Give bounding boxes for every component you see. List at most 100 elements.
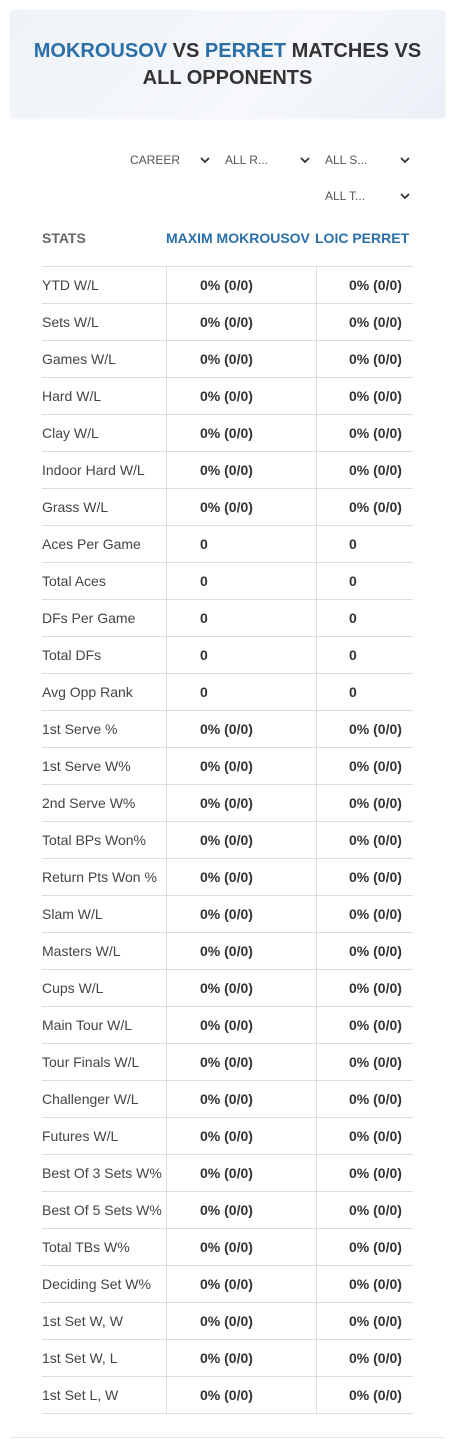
player2-value: 0	[316, 636, 413, 674]
stat-row: Total TBs W% 0% (0/0) 0% (0/0)	[42, 1228, 413, 1266]
player2-value: 0% (0/0)	[316, 1191, 413, 1229]
player2-value: 0% (0/0)	[316, 1080, 413, 1118]
stat-label: Tour Finals W/L	[42, 1043, 167, 1081]
player2-value: 0% (0/0)	[316, 858, 413, 896]
player1-value: 0% (0/0)	[166, 1376, 317, 1414]
stat-row: Grass W/L 0% (0/0) 0% (0/0)	[42, 488, 413, 526]
stats-table: YTD W/L 0% (0/0) 0% (0/0) Sets W/L 0% (0/0) 0…	[42, 266, 413, 1414]
player1-value: 0% (0/0)	[166, 1154, 317, 1192]
filter[interactable]: ALL R...	[225, 153, 268, 167]
stat-label: 1st Serve W%	[42, 747, 167, 785]
player2[interactable]: PERRET	[204, 40, 287, 62]
player2-value: 0% (0/0)	[316, 1006, 413, 1044]
player2-value: 0% (0/0)	[316, 414, 413, 452]
stat-row: Avg Opp Rank 0 0	[42, 673, 413, 711]
stat-label: Best Of 5 Sets W%	[42, 1191, 167, 1229]
player1-value: 0% (0/0)	[166, 1043, 317, 1081]
player2-value: 0	[316, 525, 413, 563]
stat-label: 2nd Serve W%	[42, 784, 167, 822]
player1-value: 0% (0/0)	[166, 747, 317, 785]
player1-value: 0% (0/0)	[166, 1228, 317, 1266]
stat-label: Cups W/L	[42, 969, 167, 1007]
player1-value: 0% (0/0)	[166, 1006, 317, 1044]
stat-label: Grass W/L	[42, 488, 167, 526]
player1-value: 0	[166, 636, 317, 674]
player1-value: 0% (0/0)	[166, 1265, 317, 1303]
stat-label: YTD W/L	[42, 266, 167, 304]
title: MOKROUSOV VS PERRET MATCHES VS ALL OPPON…	[28, 38, 428, 92]
stat-label: DFs Per Game	[42, 599, 167, 637]
stat-row: Masters W/L 0% (0/0) 0% (0/0)	[42, 932, 413, 970]
stat-row: Return Pts Won % 0% (0/0) 0% (0/0)	[42, 858, 413, 896]
stat-row: Tour Finals W/L 0% (0/0) 0% (0/0)	[42, 1043, 413, 1081]
player1-value: 0% (0/0)	[166, 1080, 317, 1118]
stat-row: Cups W/L 0% (0/0) 0% (0/0)	[42, 969, 413, 1007]
stat-row: Clay W/L 0% (0/0) 0% (0/0)	[42, 414, 413, 452]
filter[interactable]: ALL T...	[325, 189, 366, 203]
stat-row: 1st Set W, W 0% (0/0) 0% (0/0)	[42, 1302, 413, 1340]
stat-label: 1st Set W, L	[42, 1339, 167, 1377]
player2-value: 0	[316, 562, 413, 600]
column-header[interactable]: MAXIM MOKROUSOV	[166, 230, 310, 246]
stat-label: Sets W/L	[42, 303, 167, 341]
player1-value: 0% (0/0)	[166, 858, 317, 896]
stat-row: 1st Set W, L 0% (0/0) 0% (0/0)	[42, 1339, 413, 1377]
player2-value: 0% (0/0)	[316, 969, 413, 1007]
player1-value: 0% (0/0)	[166, 488, 317, 526]
player2-value: 0% (0/0)	[316, 821, 413, 859]
stat-row: Futures W/L 0% (0/0) 0% (0/0)	[42, 1117, 413, 1155]
player1-value: 0% (0/0)	[166, 266, 317, 304]
stat-row: 1st Set L, W 0% (0/0) 0% (0/0)	[42, 1376, 413, 1414]
player2-value: 0	[316, 599, 413, 637]
divider	[10, 1437, 445, 1438]
stat-row: Games W/L 0% (0/0) 0% (0/0)	[42, 340, 413, 378]
stat-label: Futures W/L	[42, 1117, 167, 1155]
stat-row: Challenger W/L 0% (0/0) 0% (0/0)	[42, 1080, 413, 1118]
stat-row: Total Aces 0 0	[42, 562, 413, 600]
player1-value: 0	[166, 562, 317, 600]
stat-label: Total DFs	[42, 636, 167, 674]
stat-row: Total BPs Won% 0% (0/0) 0% (0/0)	[42, 821, 413, 859]
stat-label: 1st Serve %	[42, 710, 167, 748]
column-header[interactable]: LOIC PERRET	[315, 230, 410, 246]
chevron	[400, 157, 410, 164]
player1-value: 0% (0/0)	[166, 303, 317, 341]
stat-row: YTD W/L 0% (0/0) 0% (0/0)	[42, 266, 413, 304]
title-suffix: MATCHES VS ALL OPPONENTS	[142, 40, 422, 89]
player1-value: 0% (0/0)	[166, 710, 317, 748]
player1-value: 0% (0/0)	[166, 1117, 317, 1155]
filter[interactable]: ALL S...	[325, 153, 368, 167]
player2-value: 0% (0/0)	[316, 710, 413, 748]
stat-label: Return Pts Won %	[42, 858, 167, 896]
player2-value: 0% (0/0)	[316, 488, 413, 526]
stat-label: Slam W/L	[42, 895, 167, 933]
stat-label: Avg Opp Rank	[42, 673, 167, 711]
stat-label: Total BPs Won%	[42, 821, 167, 859]
player1-value: 0% (0/0)	[166, 340, 317, 378]
filter[interactable]: CAREER	[130, 153, 181, 167]
stat-label: Total TBs W%	[42, 1228, 167, 1266]
stat-label: Indoor Hard W/L	[42, 451, 167, 489]
player2-value: 0% (0/0)	[316, 747, 413, 785]
player2-value: 0% (0/0)	[316, 895, 413, 933]
stat-row: Aces Per Game 0 0	[42, 525, 413, 563]
player1-value: 0% (0/0)	[166, 414, 317, 452]
stat-label: Games W/L	[42, 340, 167, 378]
player1-value: 0% (0/0)	[166, 1339, 317, 1377]
chevron	[400, 193, 410, 200]
chevron	[300, 157, 310, 164]
stat-row: Best Of 3 Sets W% 0% (0/0) 0% (0/0)	[42, 1154, 413, 1192]
player2-value: 0% (0/0)	[316, 377, 413, 415]
player2-value: 0% (0/0)	[316, 1339, 413, 1377]
player1[interactable]: MOKROUSOV	[33, 40, 168, 62]
player2-value: 0% (0/0)	[316, 784, 413, 822]
player2-value: 0% (0/0)	[316, 1154, 413, 1192]
stat-row: Slam W/L 0% (0/0) 0% (0/0)	[42, 895, 413, 933]
player2-value: 0% (0/0)	[316, 1302, 413, 1340]
stat-row: 1st Serve W% 0% (0/0) 0% (0/0)	[42, 747, 413, 785]
stat-label: Aces Per Game	[42, 525, 167, 563]
stat-row: DFs Per Game 0 0	[42, 599, 413, 637]
player1-value: 0% (0/0)	[166, 932, 317, 970]
player1-value: 0% (0/0)	[166, 784, 317, 822]
